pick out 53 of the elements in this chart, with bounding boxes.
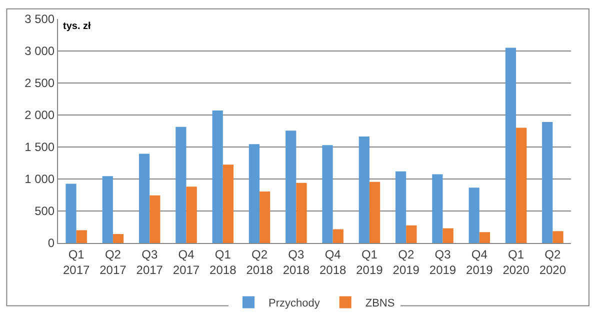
y-tick-label: 1 000 (24, 172, 55, 186)
bar (505, 48, 516, 243)
bar (432, 174, 443, 243)
x-tick-label: Q1 2017 (62, 247, 90, 277)
x-tick-label: Q1 2020 (502, 247, 530, 277)
bar (358, 136, 370, 243)
x-tick-label: Q2 2018 (246, 247, 274, 277)
bar (516, 128, 527, 243)
bar (468, 188, 480, 243)
y-tick-label: 2 500 (24, 76, 55, 90)
bar (260, 191, 270, 243)
x-tick-label: Q2 2020 (539, 247, 566, 277)
bar (552, 231, 564, 243)
bar (395, 171, 406, 243)
y-tick-label: 0 (48, 236, 55, 250)
bar (102, 176, 113, 243)
y-tick-label: 500 (34, 204, 55, 218)
x-tick-label: Q3 2017 (136, 247, 164, 277)
y-tick-label: 1 500 (24, 140, 55, 154)
bar (442, 228, 454, 243)
x-tick-label: Q4 2018 (319, 247, 346, 277)
bar (66, 184, 76, 243)
bar (542, 122, 553, 243)
x-tick-label: Q2 2017 (100, 247, 127, 277)
bar (286, 130, 296, 243)
legend-label: Przychody (268, 298, 320, 310)
bar (322, 145, 333, 243)
x-tick-label: Q4 2019 (466, 247, 494, 277)
bar (248, 144, 260, 243)
y-tick-label: 2 000 (24, 108, 55, 122)
bar (369, 182, 380, 243)
bar (332, 229, 344, 243)
bar (296, 182, 307, 243)
x-tick-label: Q3 2019 (429, 247, 456, 277)
y-tick-label: 3 000 (24, 44, 55, 58)
bar (222, 164, 234, 243)
x-tick-label: Q1 2018 (210, 247, 237, 277)
bar (186, 186, 197, 243)
x-tick-label: Q1 2019 (356, 247, 384, 277)
x-tick-label: Q2 2019 (392, 247, 420, 277)
bar (76, 230, 87, 243)
y-axis-title: tys. zł (63, 21, 92, 32)
bar (112, 234, 124, 243)
y-tick-label: 3 500 (24, 12, 55, 26)
bar (406, 225, 417, 243)
legend-label: ZBNS (365, 298, 395, 310)
bar (176, 126, 186, 243)
x-tick-label: Q4 2017 (172, 247, 200, 277)
bar (138, 154, 150, 243)
x-tick-label: Q3 2018 (282, 247, 310, 277)
bar (150, 195, 160, 243)
bar (212, 110, 223, 243)
bar (479, 232, 490, 243)
